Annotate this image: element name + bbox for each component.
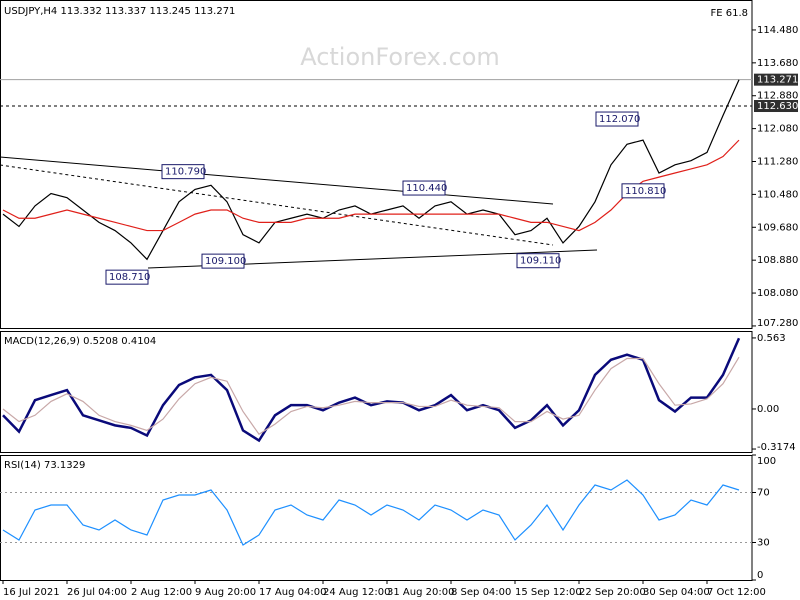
series-line: [2, 139, 740, 232]
series-line: [2, 337, 741, 443]
x-tick-label: 15 Sep 12:00: [515, 587, 582, 598]
annotation-box: [105, 269, 149, 285]
rsi-panel: [0, 455, 753, 581]
rsi-title: RSI(14) 73.1329: [4, 460, 85, 471]
annotation-box: [621, 183, 665, 199]
x-tick-label: 9 Aug 20:00: [195, 587, 256, 598]
y-tick-label: 112.880: [757, 91, 798, 102]
x-tick-label: 22 Sep 20:00: [579, 587, 646, 598]
x-tick-label: 31 Aug 20:00: [387, 587, 454, 598]
y-tick-label: 110.480: [757, 189, 798, 200]
annotation-box: [402, 180, 446, 196]
annotation-label: 110.790: [165, 167, 206, 178]
macd-title: MACD(12,26,9) 0.5208 0.4104: [4, 336, 156, 347]
annotation-box: [161, 164, 205, 180]
y-tick-label: 114.480: [757, 25, 798, 36]
trendline: [0, 156, 554, 205]
annotation-label: 109.100: [205, 256, 246, 267]
price-panel: [0, 0, 753, 329]
y-tick-label: 30: [757, 538, 770, 549]
level-label: 112.630: [757, 101, 798, 112]
annotation-label: 109.110: [520, 256, 561, 267]
x-tick-label: 8 Sep 04:00: [451, 587, 511, 598]
level-label: 113.271: [757, 75, 798, 86]
watermark: ActionForex.com: [300, 43, 500, 71]
y-tick-label: 0.00: [757, 404, 779, 415]
series-line: [2, 479, 740, 546]
y-tick-label: 112.080: [757, 124, 798, 135]
y-tick-label: 108.880: [757, 255, 798, 266]
x-tick-label: 30 Sep 04:00: [643, 587, 710, 598]
y-tick-label: 100: [757, 456, 776, 467]
x-tick-label: 24 Aug 12:00: [323, 587, 390, 598]
x-tick-label: 16 Jul 2021: [3, 587, 60, 598]
price-title: USDJPY,H4 113.332 113.337 113.245 113.27…: [4, 6, 235, 17]
level-box: [754, 100, 798, 113]
y-tick-label: 70: [757, 488, 770, 499]
macd-panel: [0, 331, 753, 453]
y-tick-label: 107.280: [757, 318, 798, 329]
y-tick-label: 111.280: [757, 157, 798, 168]
annotation-label: 112.070: [599, 114, 640, 125]
y-tick-label: -0.3174: [757, 442, 796, 453]
annotation-box: [595, 111, 639, 127]
level-box: [754, 73, 798, 86]
x-tick-label: 17 Aug 04:00: [259, 587, 326, 598]
x-tick-label: 2 Aug 12:00: [131, 587, 192, 598]
annotation-box: [516, 253, 560, 269]
y-tick-label: 109.680: [757, 222, 798, 233]
annotation-label: 110.440: [406, 183, 447, 194]
annotation-label: 108.710: [109, 272, 150, 283]
annotation-label: 110.810: [625, 186, 666, 197]
y-tick-label: 113.680: [757, 58, 798, 69]
y-tick-label: 108.080: [757, 288, 798, 299]
annotation-box: [201, 253, 245, 269]
y-tick-label: 0.563: [757, 333, 786, 344]
y-tick-label: 0: [757, 570, 763, 581]
fe-label: FE 61.8: [710, 8, 748, 19]
x-tick-label: 26 Jul 04:00: [67, 587, 127, 598]
series-line: [2, 356, 740, 436]
x-tick-label: 7 Oct 12:00: [707, 587, 766, 598]
